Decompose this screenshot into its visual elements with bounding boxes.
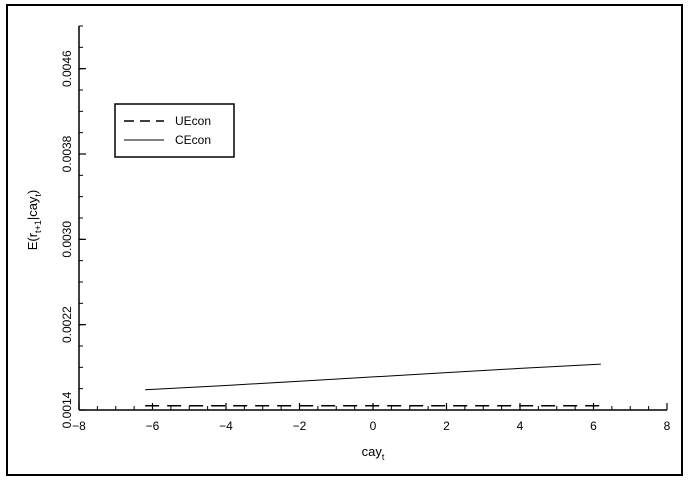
x-tick-label: −4 (219, 419, 233, 433)
y-axis-title-sub: t (33, 194, 43, 197)
y-tick-label: 0.0038 (60, 135, 74, 172)
y-axis-title-part: |cay (25, 196, 40, 220)
x-ticks: −8 −6 −4 −2 0 2 4 6 8 (72, 403, 671, 433)
legend-label-cecon: CEcon (175, 133, 211, 147)
x-tick-label: 6 (590, 419, 597, 433)
x-axis-title-main: cay (362, 444, 383, 459)
y-ticks: 0.0014 0.0022 0.0030 0.0038 0.0046 (60, 25, 86, 428)
series-line-cecon (145, 363, 601, 391)
x-tick-label: −8 (72, 419, 86, 433)
y-tick-label: 0.0022 (60, 306, 74, 343)
chart-frame (6, 4, 683, 476)
y-tick-label: 0.0030 (60, 221, 74, 258)
series-layer (145, 363, 601, 407)
x-tick-label: −6 (146, 419, 160, 433)
y-axis-title-sub: t+1 (33, 220, 43, 233)
x-tick-label: 4 (517, 419, 524, 433)
x-axis-title-sub: t (382, 452, 385, 462)
x-tick-label: 0 (370, 419, 377, 433)
x-tick-label: −2 (293, 419, 307, 433)
x-axis-title: cayt (362, 444, 385, 462)
x-tick-label: 2 (443, 419, 450, 433)
y-axis-title-part: ) (25, 190, 40, 194)
legend-box (114, 103, 235, 158)
y-axis-title-part: E(r (25, 232, 40, 250)
y-tick-label: 0.0014 (60, 391, 74, 428)
x-tick-label: 8 (664, 419, 671, 433)
legend: UEcon CEcon (114, 103, 235, 158)
y-tick-label: 0.0046 (60, 50, 74, 87)
legend-label-uecon: UEcon (175, 114, 211, 128)
y-axis-title: E(rt+1|cayt) (25, 190, 43, 251)
